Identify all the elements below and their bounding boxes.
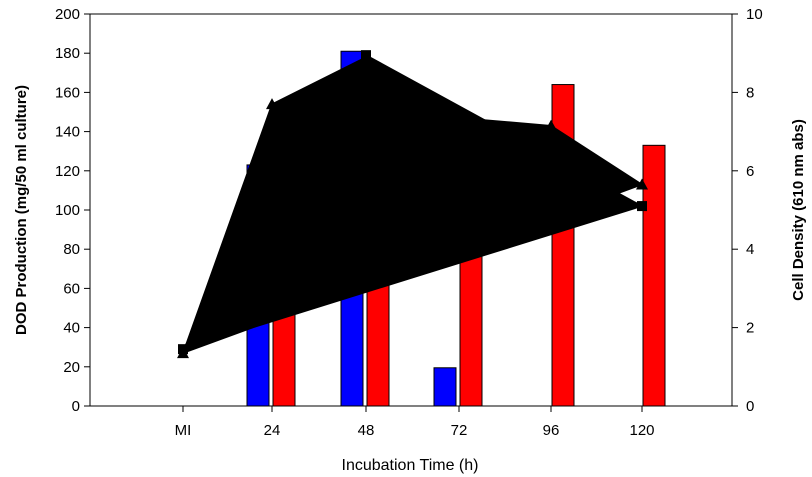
- y2-tick-label: 0: [746, 398, 754, 415]
- triangle-marker: [636, 178, 648, 190]
- y-tick-label: 0: [72, 398, 80, 415]
- x-tick-label: 24: [264, 422, 281, 439]
- y-tick-label: 200: [55, 6, 80, 23]
- x-tick-label: MI: [175, 422, 192, 439]
- y-tick-label: 180: [55, 45, 80, 62]
- x-axis-title: Incubation Time (h): [342, 457, 479, 474]
- line-series-2: [182, 54, 643, 350]
- y-axis-title: DOD Production (mg/50 ml culture): [13, 85, 30, 335]
- square-marker: [361, 50, 371, 61]
- y2-tick-label: 8: [746, 84, 754, 101]
- y2-tick-label: 10: [746, 6, 763, 23]
- triangle-marker: [266, 98, 278, 110]
- y-tick-label: 160: [55, 84, 80, 101]
- y-tick-label: 20: [63, 359, 80, 376]
- x-tick-label: 72: [451, 422, 468, 439]
- x-tick-label: 120: [629, 422, 654, 439]
- line-layer: [177, 50, 648, 359]
- y-tick-label: 140: [55, 124, 80, 141]
- y2-tick-label: 4: [746, 241, 754, 258]
- y-tick-label: 120: [55, 163, 80, 180]
- y2-axis-title: Cell Density (610 nm abs): [790, 119, 807, 301]
- bar-series-2-120: [642, 144, 666, 407]
- bar-series-1-72: [433, 367, 457, 407]
- x-tick-label: 96: [543, 422, 560, 439]
- y2-tick-label: 2: [746, 320, 754, 337]
- y-tick-label: 60: [63, 280, 80, 297]
- y-tick-label: 80: [63, 241, 80, 258]
- x-tick-label: 48: [358, 422, 375, 439]
- square-marker: [637, 201, 647, 212]
- y-tick-label: 100: [55, 202, 80, 219]
- square-marker: [178, 344, 188, 355]
- y-tick-label: 40: [63, 320, 80, 337]
- y2-tick-label: 6: [746, 163, 754, 180]
- triangle-marker: [545, 119, 557, 131]
